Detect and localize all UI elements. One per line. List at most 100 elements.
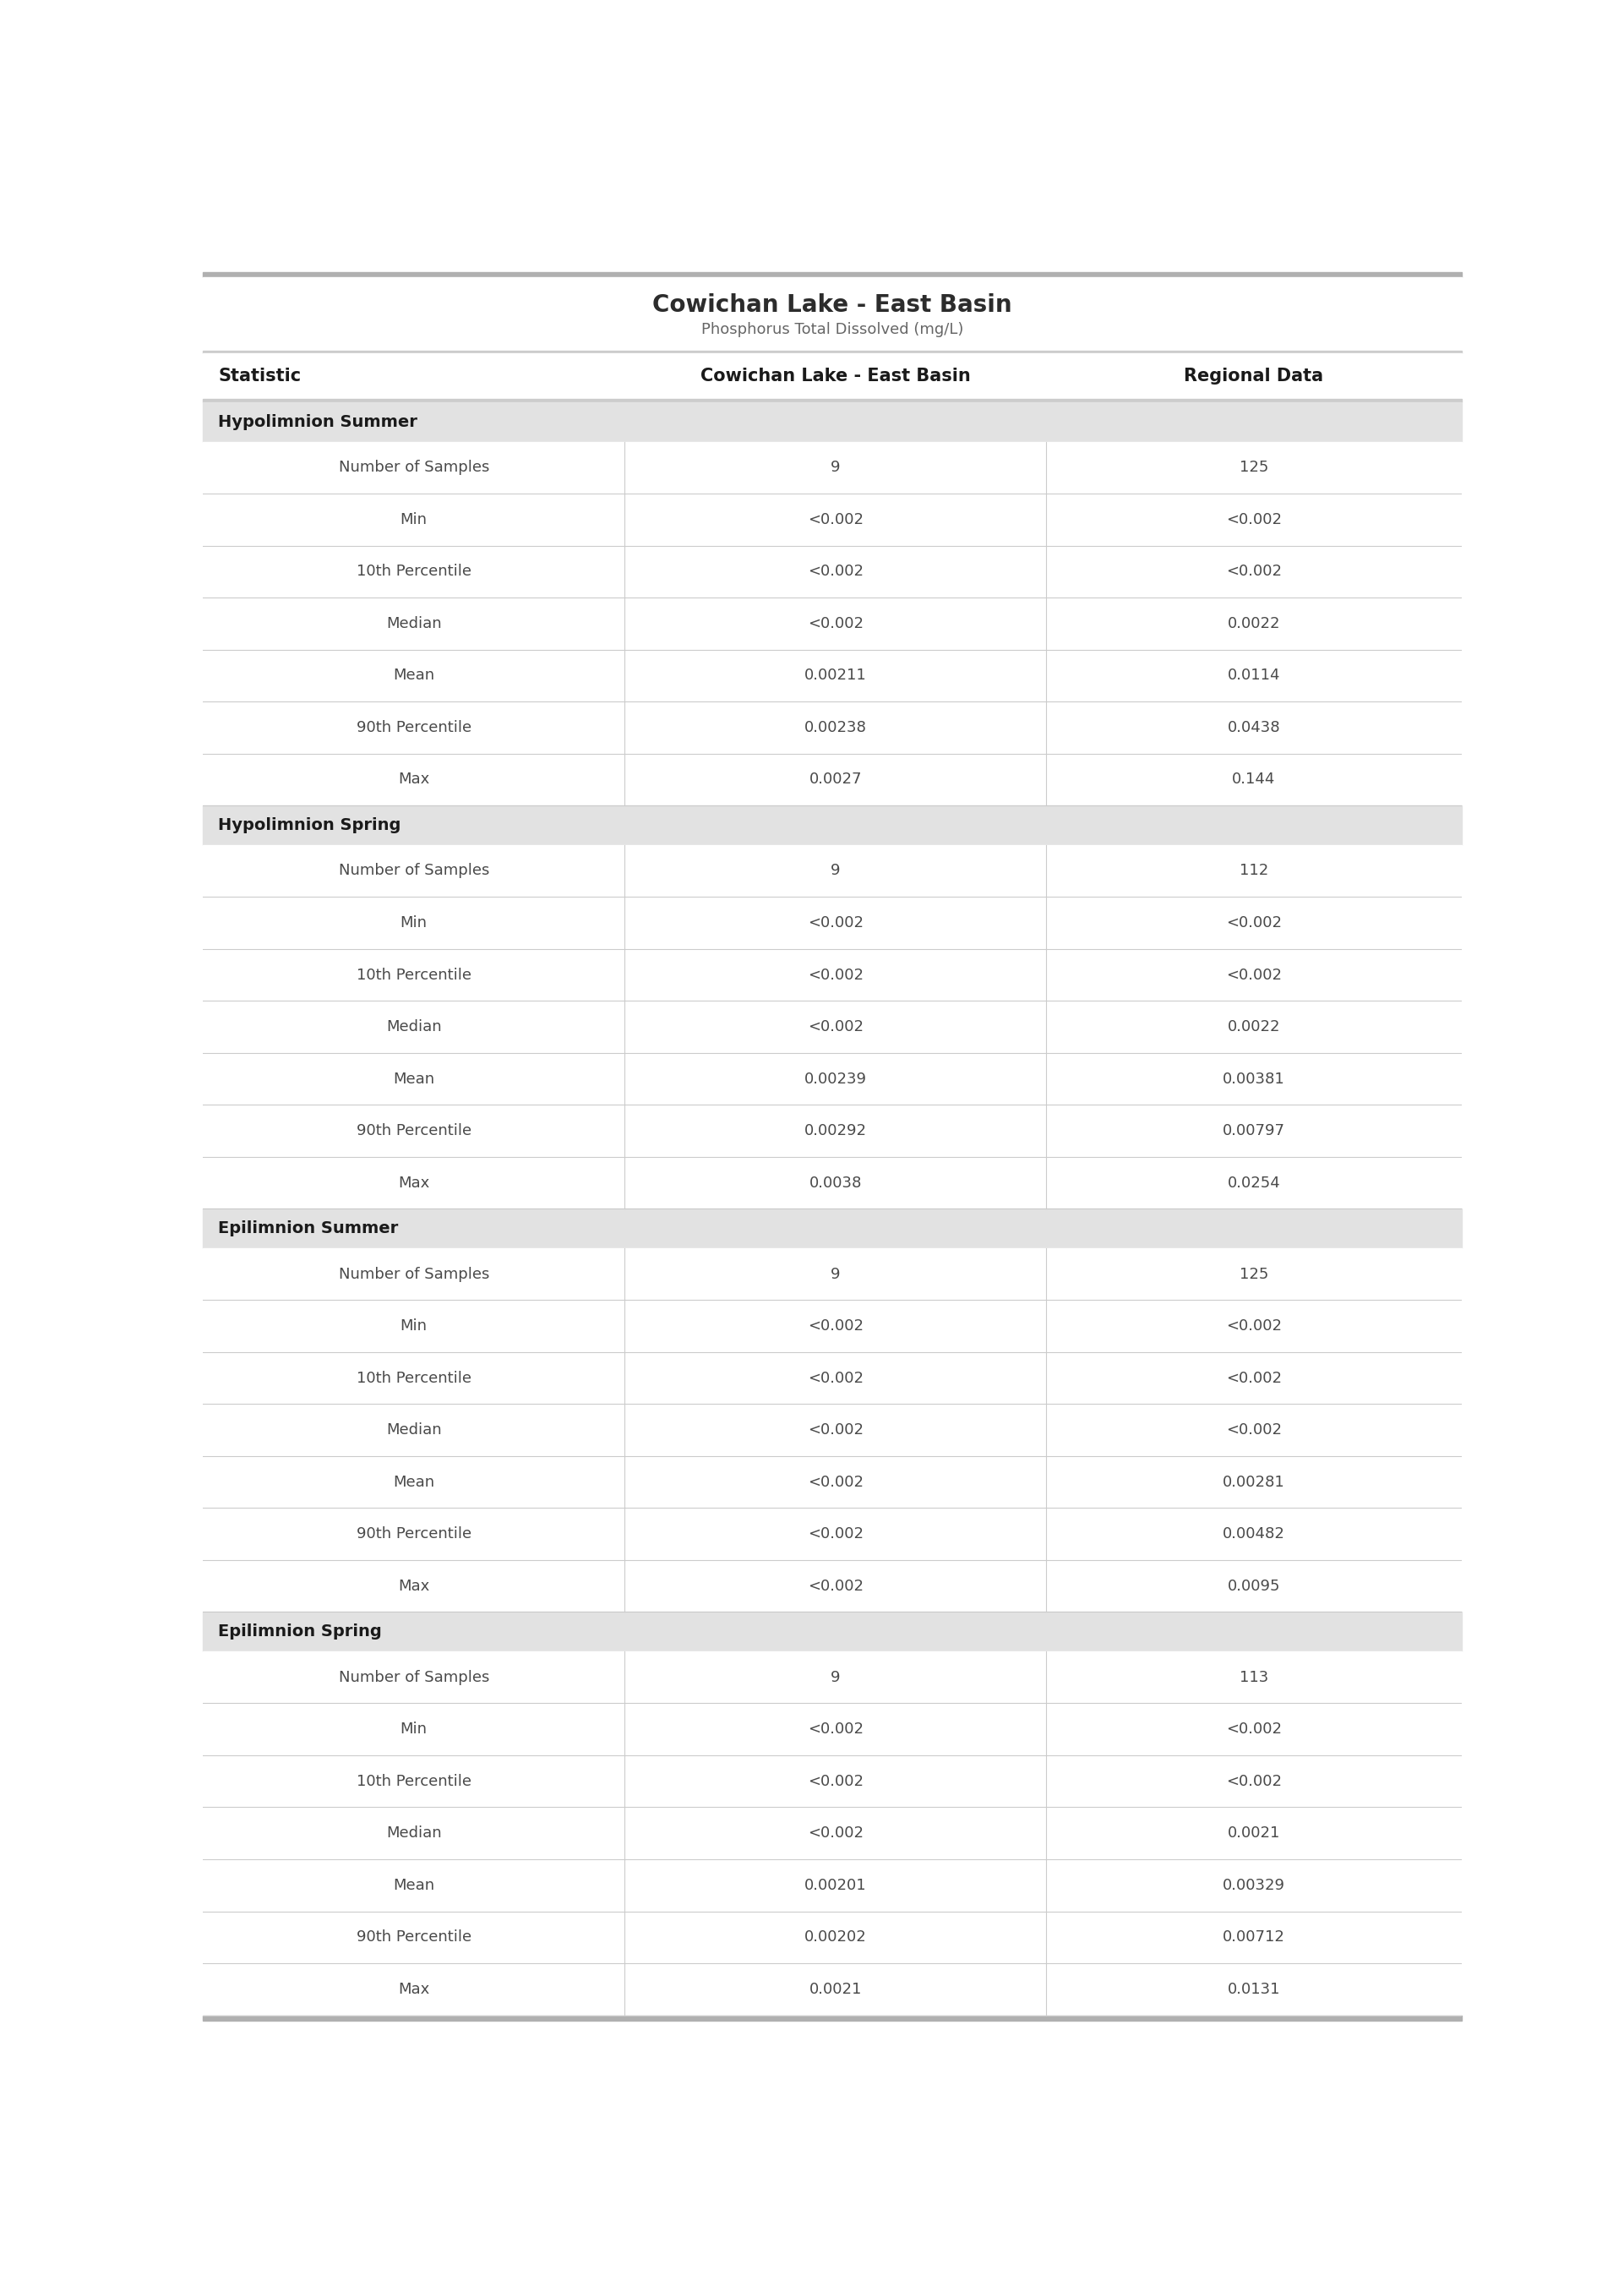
Text: <0.002: <0.002 bbox=[807, 1578, 864, 1594]
Bar bbox=[203, 1158, 1462, 1210]
Text: <0.002: <0.002 bbox=[807, 563, 864, 579]
Text: 0.00211: 0.00211 bbox=[804, 667, 867, 683]
Text: 0.0438: 0.0438 bbox=[1228, 720, 1280, 735]
Text: 113: 113 bbox=[1239, 1671, 1268, 1684]
Bar bbox=[203, 806, 1462, 844]
Text: Cowichan Lake - East Basin: Cowichan Lake - East Basin bbox=[653, 293, 1012, 318]
Text: <0.002: <0.002 bbox=[1226, 1423, 1281, 1437]
Bar bbox=[203, 354, 1462, 400]
Text: 10th Percentile: 10th Percentile bbox=[356, 1773, 471, 1789]
Bar bbox=[203, 277, 1462, 350]
Text: <0.002: <0.002 bbox=[807, 1825, 864, 1841]
Text: Number of Samples: Number of Samples bbox=[338, 461, 489, 474]
Text: Number of Samples: Number of Samples bbox=[338, 1267, 489, 1283]
Text: Number of Samples: Number of Samples bbox=[338, 863, 489, 878]
Text: Max: Max bbox=[398, 1578, 430, 1594]
Text: Epilimnion Summer: Epilimnion Summer bbox=[218, 1221, 398, 1237]
Text: 0.00202: 0.00202 bbox=[804, 1930, 867, 1945]
Text: 0.00281: 0.00281 bbox=[1223, 1476, 1285, 1489]
Bar bbox=[203, 272, 1462, 277]
Text: 0.0021: 0.0021 bbox=[809, 1982, 862, 1998]
Text: 90th Percentile: 90th Percentile bbox=[356, 1930, 471, 1945]
Text: Cowichan Lake - East Basin: Cowichan Lake - East Basin bbox=[700, 368, 971, 386]
Text: Median: Median bbox=[387, 1019, 442, 1035]
Text: Phosphorus Total Dissolved (mg/L): Phosphorus Total Dissolved (mg/L) bbox=[702, 322, 963, 338]
Text: <0.002: <0.002 bbox=[1226, 967, 1281, 983]
Text: 0.0027: 0.0027 bbox=[809, 772, 862, 788]
Bar bbox=[203, 1455, 1462, 1507]
Text: 10th Percentile: 10th Percentile bbox=[356, 1371, 471, 1385]
Bar bbox=[203, 1964, 1462, 2016]
Text: <0.002: <0.002 bbox=[807, 1319, 864, 1335]
Bar bbox=[203, 1405, 1462, 1455]
Text: Regional Data: Regional Data bbox=[1184, 368, 1324, 386]
Bar bbox=[203, 1702, 1462, 1755]
Text: 0.0114: 0.0114 bbox=[1228, 667, 1280, 683]
Text: 9: 9 bbox=[830, 1671, 840, 1684]
Text: Number of Samples: Number of Samples bbox=[338, 1671, 489, 1684]
Text: 9: 9 bbox=[830, 1267, 840, 1283]
Text: 10th Percentile: 10th Percentile bbox=[356, 967, 471, 983]
Text: <0.002: <0.002 bbox=[807, 615, 864, 631]
Text: <0.002: <0.002 bbox=[807, 1423, 864, 1437]
Text: <0.002: <0.002 bbox=[807, 1721, 864, 1737]
Text: Mean: Mean bbox=[393, 667, 435, 683]
Bar bbox=[203, 1559, 1462, 1612]
Text: 125: 125 bbox=[1239, 461, 1268, 474]
Text: <0.002: <0.002 bbox=[807, 513, 864, 527]
Text: 0.0254: 0.0254 bbox=[1228, 1176, 1280, 1189]
Text: <0.002: <0.002 bbox=[1226, 1319, 1281, 1335]
Text: 112: 112 bbox=[1239, 863, 1268, 878]
Bar bbox=[203, 754, 1462, 806]
Text: <0.002: <0.002 bbox=[807, 1525, 864, 1541]
Bar bbox=[203, 1911, 1462, 1964]
Text: 0.0038: 0.0038 bbox=[809, 1176, 862, 1189]
Bar bbox=[203, 1001, 1462, 1053]
Bar bbox=[203, 1859, 1462, 1911]
Text: 0.00239: 0.00239 bbox=[804, 1071, 867, 1087]
Text: Min: Min bbox=[400, 513, 427, 527]
Bar bbox=[203, 1210, 1462, 1249]
Text: Min: Min bbox=[400, 915, 427, 931]
Bar bbox=[203, 597, 1462, 649]
Text: 0.00329: 0.00329 bbox=[1223, 1877, 1285, 1893]
Text: <0.002: <0.002 bbox=[1226, 513, 1281, 527]
Text: Hypolimnion Summer: Hypolimnion Summer bbox=[218, 413, 417, 429]
Text: 0.00292: 0.00292 bbox=[804, 1124, 867, 1140]
Bar bbox=[203, 1650, 1462, 1702]
Text: <0.002: <0.002 bbox=[1226, 915, 1281, 931]
Text: <0.002: <0.002 bbox=[1226, 1371, 1281, 1385]
Text: Hypolimnion Spring: Hypolimnion Spring bbox=[218, 817, 401, 833]
Bar bbox=[203, 844, 1462, 897]
Text: 0.0131: 0.0131 bbox=[1228, 1982, 1280, 1998]
Bar bbox=[203, 949, 1462, 1001]
Text: Mean: Mean bbox=[393, 1071, 435, 1087]
Text: <0.002: <0.002 bbox=[807, 1371, 864, 1385]
Text: Min: Min bbox=[400, 1721, 427, 1737]
Text: 90th Percentile: 90th Percentile bbox=[356, 1525, 471, 1541]
Text: Mean: Mean bbox=[393, 1476, 435, 1489]
Bar bbox=[203, 443, 1462, 493]
Text: <0.002: <0.002 bbox=[807, 1773, 864, 1789]
Bar bbox=[203, 701, 1462, 754]
Text: 0.144: 0.144 bbox=[1233, 772, 1275, 788]
Text: 0.0022: 0.0022 bbox=[1228, 615, 1280, 631]
Text: Median: Median bbox=[387, 615, 442, 631]
Text: 0.00797: 0.00797 bbox=[1223, 1124, 1285, 1140]
Bar bbox=[203, 1105, 1462, 1158]
Bar bbox=[203, 1353, 1462, 1405]
Text: 0.00712: 0.00712 bbox=[1223, 1930, 1285, 1945]
Text: 0.0095: 0.0095 bbox=[1228, 1578, 1280, 1594]
Text: 125: 125 bbox=[1239, 1267, 1268, 1283]
Text: Median: Median bbox=[387, 1423, 442, 1437]
Text: 90th Percentile: 90th Percentile bbox=[356, 1124, 471, 1140]
Bar bbox=[203, 1612, 1462, 1650]
Text: 90th Percentile: 90th Percentile bbox=[356, 720, 471, 735]
Bar bbox=[203, 350, 1462, 354]
Text: <0.002: <0.002 bbox=[807, 967, 864, 983]
Bar bbox=[203, 493, 1462, 545]
Text: 0.00482: 0.00482 bbox=[1223, 1525, 1285, 1541]
Bar bbox=[203, 2016, 1462, 2020]
Text: <0.002: <0.002 bbox=[1226, 1773, 1281, 1789]
Text: <0.002: <0.002 bbox=[807, 1019, 864, 1035]
